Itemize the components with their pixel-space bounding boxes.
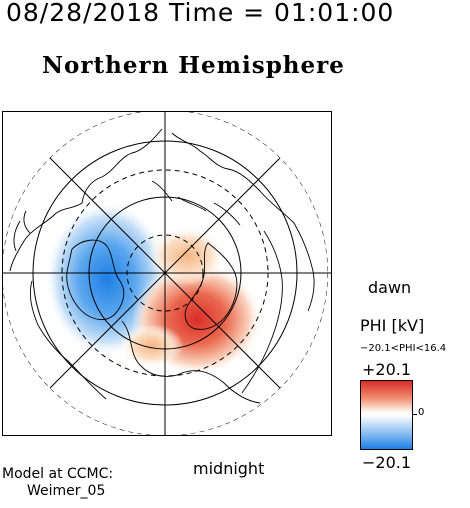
- midnight-label: midnight: [193, 459, 265, 478]
- coastline-scandinavia: [184, 242, 238, 330]
- coastline-greenland: [66, 239, 125, 320]
- coastline-north-america: [9, 128, 163, 272]
- colorbar-zero-tick: [413, 414, 417, 415]
- polar-map-svg: [2, 110, 332, 436]
- colorbar-range: −20.1<PHI<16.4: [360, 343, 447, 354]
- coastline-alaska: [13, 210, 31, 252]
- coastline-west: [29, 280, 107, 400]
- positive-potential-tail: [120, 324, 184, 368]
- coastline-east: [241, 230, 283, 394]
- colorbar: [360, 380, 413, 450]
- colorbar-zero-label: 0: [418, 407, 425, 418]
- colorbar-max-label: +20.1: [362, 360, 412, 379]
- meridian-diagonal-b: [49, 157, 281, 389]
- polar-map: [2, 110, 332, 436]
- meridians: [2, 111, 332, 436]
- coastlines: [9, 128, 315, 404]
- colorbar-title: PHI [kV]: [360, 316, 425, 335]
- model-name: Weimer_05: [27, 483, 106, 499]
- hemisphere-title: Northern Hemisphere: [42, 52, 345, 79]
- timestamp: 08/28/2018 Time = 01:01:00: [6, 0, 395, 27]
- model-credit: Model at CCMC:: [2, 466, 114, 482]
- colorbar-min-label: −20.1: [362, 453, 412, 472]
- dawn-label: dawn: [368, 278, 412, 297]
- coastline-eurasia-north: [171, 132, 315, 312]
- coastline-europe-south: [121, 320, 261, 404]
